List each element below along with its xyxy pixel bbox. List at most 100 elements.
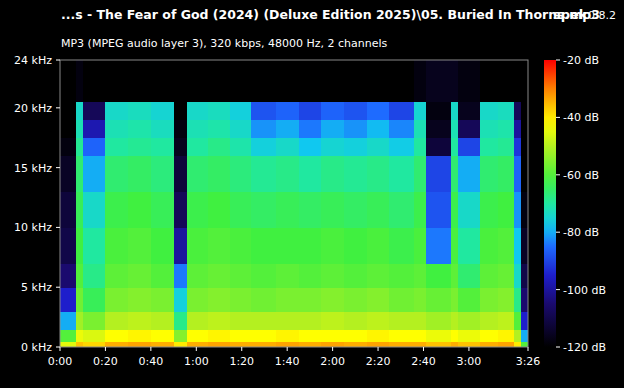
cell [151, 329, 174, 341]
cell [174, 287, 188, 311]
cell [151, 102, 174, 120]
cell [83, 120, 106, 138]
cell [230, 311, 251, 329]
cell [276, 329, 299, 341]
colorbar-tick [556, 232, 560, 233]
cell [389, 60, 414, 102]
cell [174, 156, 188, 192]
cell [208, 60, 231, 102]
y-tick-label: 0 kHz [21, 341, 52, 354]
cell [230, 287, 251, 311]
cell [174, 311, 188, 329]
cell [151, 192, 174, 228]
cell [60, 192, 76, 228]
cell [514, 138, 521, 156]
y-tick [56, 227, 60, 228]
colorbar-tick-label: -20 dB [563, 54, 599, 67]
cell [321, 329, 344, 341]
cell [76, 120, 83, 138]
cell [76, 60, 83, 102]
cell [389, 287, 414, 311]
cell [187, 156, 208, 192]
cell [60, 102, 76, 120]
cell [426, 311, 451, 329]
cell [514, 263, 521, 287]
cell [480, 263, 499, 287]
colorbar-tick-label: -60 dB [563, 169, 599, 182]
cell [367, 227, 390, 263]
cell [299, 329, 322, 341]
cell [344, 287, 367, 311]
cell [251, 263, 276, 287]
cell [251, 156, 276, 192]
cell [344, 60, 367, 102]
cell [458, 192, 481, 228]
cell [299, 138, 322, 156]
cell [105, 311, 128, 329]
cell [151, 156, 174, 192]
cell [151, 227, 174, 263]
cell [128, 192, 151, 228]
x-tick-label: 2:00 [320, 355, 345, 368]
colorbar-tick [556, 174, 560, 175]
cell [83, 192, 106, 228]
cell [426, 329, 451, 341]
cell [187, 329, 208, 341]
x-tick-label: 1:40 [275, 355, 300, 368]
cell [458, 341, 481, 347]
cell [299, 192, 322, 228]
cell [276, 102, 299, 120]
cell [76, 192, 83, 228]
cell [187, 311, 208, 329]
cell [344, 138, 367, 156]
cell [187, 263, 208, 287]
cell [414, 329, 426, 341]
x-tick [528, 347, 529, 351]
cell [480, 311, 499, 329]
y-tick-label: 24 kHz [14, 54, 52, 67]
cell [480, 341, 499, 347]
app-version: 0.8.2 [588, 9, 616, 22]
cell [521, 192, 528, 228]
cell [498, 341, 514, 347]
cell [344, 341, 367, 347]
color-bar [544, 60, 556, 347]
y-tick [56, 347, 60, 348]
cell [276, 156, 299, 192]
cell [498, 311, 514, 329]
subtitle: MP3 (MPEG audio layer 3), 320 kbps, 4800… [61, 37, 387, 50]
cell [498, 156, 514, 192]
cell [187, 60, 208, 102]
cell [514, 156, 521, 192]
x-tick-label: 0:40 [139, 355, 164, 368]
cell [299, 156, 322, 192]
cell [208, 263, 231, 287]
y-tick [56, 60, 60, 61]
cell [60, 156, 76, 192]
colorbar-tick-label: -40 dB [563, 111, 599, 124]
cell [321, 156, 344, 192]
x-tick-label: 3:26 [516, 355, 541, 368]
cell [60, 263, 76, 287]
cell [276, 227, 299, 263]
cell [60, 341, 76, 347]
cell [230, 156, 251, 192]
cell [251, 138, 276, 156]
cell [514, 102, 521, 120]
x-tick-label: 1:20 [229, 355, 254, 368]
x-tick [196, 347, 197, 351]
cell [458, 120, 481, 138]
cell [187, 341, 208, 347]
y-tick [56, 167, 60, 168]
cell [208, 192, 231, 228]
cell [498, 120, 514, 138]
cell [367, 156, 390, 192]
cell [276, 120, 299, 138]
cell [321, 120, 344, 138]
cell [299, 60, 322, 102]
cell [174, 227, 188, 263]
cell [76, 138, 83, 156]
cell [105, 138, 128, 156]
x-tick-label: 0:20 [93, 355, 118, 368]
cell [498, 287, 514, 311]
